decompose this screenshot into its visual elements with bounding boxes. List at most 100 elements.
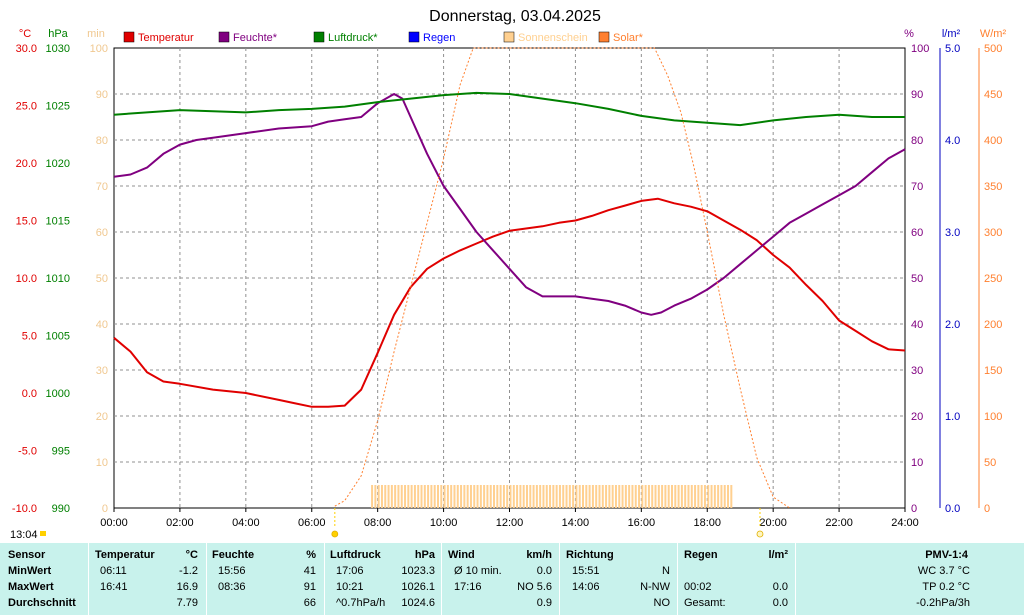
sunshine-bar-18 — [430, 485, 433, 508]
x-tick-9: 18:00 — [693, 517, 721, 529]
hum-tick-9: 10 — [911, 457, 923, 469]
sunshine-bar-86 — [654, 485, 657, 508]
sunshine-bar-1 — [374, 485, 377, 508]
temp-tick-7: -5.0 — [18, 446, 37, 458]
sunshine-bar-15 — [420, 485, 423, 508]
hum-tick-3: 70 — [911, 181, 923, 193]
sunshine-bar-91 — [670, 485, 673, 508]
sunshine-bar-55 — [552, 485, 555, 508]
stat-2-pmv: -0.2hPa/3h — [916, 597, 970, 609]
sunshine-bar-24 — [450, 485, 453, 508]
solar-tick-4: 300 — [984, 227, 1002, 239]
sunshine-bar-16 — [423, 485, 426, 508]
sunshine-bar-79 — [631, 485, 634, 508]
sunshine-bar-63 — [578, 485, 581, 508]
series-line-3 — [334, 47, 790, 509]
sunshine-bar-104 — [713, 485, 716, 508]
hum-tick-8: 20 — [911, 411, 923, 423]
sun-tick-0: 100 — [90, 43, 108, 55]
sunshine-bar-58 — [562, 485, 565, 508]
stat-2-t_val: 7.79 — [176, 597, 198, 609]
sunshine-bar-101 — [703, 485, 706, 508]
stat-0-r_time: 15:51 — [572, 565, 600, 577]
sunshine-bar-48 — [529, 485, 532, 508]
legend-label-4: Sonnenschein — [518, 32, 588, 44]
sunshine-bar-30 — [469, 485, 472, 508]
sunshine-bar-98 — [694, 485, 697, 508]
hdr-luftdruck-unit: hPa — [414, 549, 435, 561]
solar-tick-7: 150 — [984, 365, 1002, 377]
temp-tick-1: 25.0 — [16, 101, 37, 113]
press-tick-0: 1030 — [46, 43, 70, 55]
sunshine-bar-13 — [413, 485, 416, 508]
sunshine-bar-84 — [647, 485, 650, 508]
x-tick-4: 08:00 — [364, 517, 392, 529]
sunshine-bar-95 — [684, 485, 687, 508]
rain-tick-1: 4.0 — [945, 135, 960, 147]
stat-2-p_val: 1024.6 — [401, 597, 435, 609]
stat-0-t_time: 06:11 — [100, 565, 127, 577]
stat-1-label: MaxWert — [8, 581, 54, 593]
x-tick-7: 14:00 — [562, 517, 590, 529]
sunshine-bar-22 — [443, 485, 446, 508]
solar-tick-2: 400 — [984, 135, 1002, 147]
legend-swatch-2 — [313, 31, 325, 43]
hdr-wind: Wind — [448, 549, 475, 561]
sunshine-bar-29 — [466, 485, 469, 508]
sun-tick-5: 50 — [96, 273, 108, 285]
sunshine-bar-32 — [476, 485, 479, 508]
x-tick-8: 16:00 — [628, 517, 656, 529]
sunshine-bar-9 — [400, 485, 403, 508]
left-time-marker: 13:04 — [10, 529, 38, 541]
stat-1-rain_val: 0.0 — [772, 581, 788, 593]
sun-marker-1 — [756, 530, 764, 538]
legend-label-1: Feuchte* — [233, 32, 278, 44]
sunshine-bar-10 — [404, 485, 407, 508]
stat-1-t_val: 16.9 — [176, 581, 198, 593]
sunshine-bar-107 — [723, 485, 726, 508]
sun-tick-9: 10 — [96, 457, 108, 469]
series-line-0 — [113, 197, 906, 408]
sunshine-bar-44 — [516, 485, 519, 508]
legend-swatch-1 — [218, 31, 230, 43]
sunshine-bar-46 — [522, 485, 525, 508]
sunshine-bar-97 — [690, 485, 693, 508]
sun-tick-7: 30 — [96, 365, 108, 377]
sunshine-bar-26 — [456, 485, 459, 508]
hdr-temp-unit: °C — [185, 549, 198, 561]
rain-tick-4: 1.0 — [945, 411, 960, 423]
series-lines — [113, 47, 906, 509]
sunshine-bar-33 — [479, 485, 482, 508]
sunshine-bar-87 — [657, 485, 660, 508]
temp-tick-3: 15.0 — [16, 216, 37, 228]
sun-tick-2: 80 — [96, 135, 108, 147]
sunshine-bar-62 — [575, 485, 578, 508]
sunshine-bar-94 — [680, 485, 683, 508]
sunshine-bar-69 — [598, 485, 601, 508]
sunshine-bar-76 — [621, 485, 624, 508]
press-tick-1: 1025 — [46, 101, 70, 113]
temp-tick-6: 0.0 — [22, 388, 37, 400]
stat-2-w_val: 0.9 — [536, 597, 552, 609]
sunshine-bar-80 — [634, 485, 637, 508]
sunshine-bar-61 — [572, 485, 575, 508]
sunshine-bar-52 — [542, 485, 545, 508]
solar-tick-3: 350 — [984, 181, 1002, 193]
sunshine-bar-70 — [601, 485, 604, 508]
grid — [113, 47, 906, 509]
sunshine-bar-75 — [618, 485, 621, 508]
stat-0-p_time: 17:06 — [336, 565, 364, 577]
legend-label-5: Solar* — [613, 32, 644, 44]
stat-1-r_time: 14:06 — [572, 581, 600, 593]
sunshine-bar-100 — [700, 485, 703, 508]
hum-tick-6: 40 — [911, 319, 923, 331]
press-tick-6: 1000 — [46, 388, 70, 400]
press-tick-2: 1020 — [46, 158, 70, 170]
solar-tick-5: 250 — [984, 273, 1002, 285]
stat-1-h_time: 08:36 — [218, 581, 246, 593]
stat-0-h_val: 41 — [303, 565, 316, 577]
weather-chart: Donnerstag, 03.04.2025 °C hPa min % l/m²… — [10, 8, 1006, 541]
x-tick-2: 04:00 — [232, 517, 260, 529]
x-tick-3: 06:00 — [298, 517, 326, 529]
sun-tick-6: 40 — [96, 319, 108, 331]
